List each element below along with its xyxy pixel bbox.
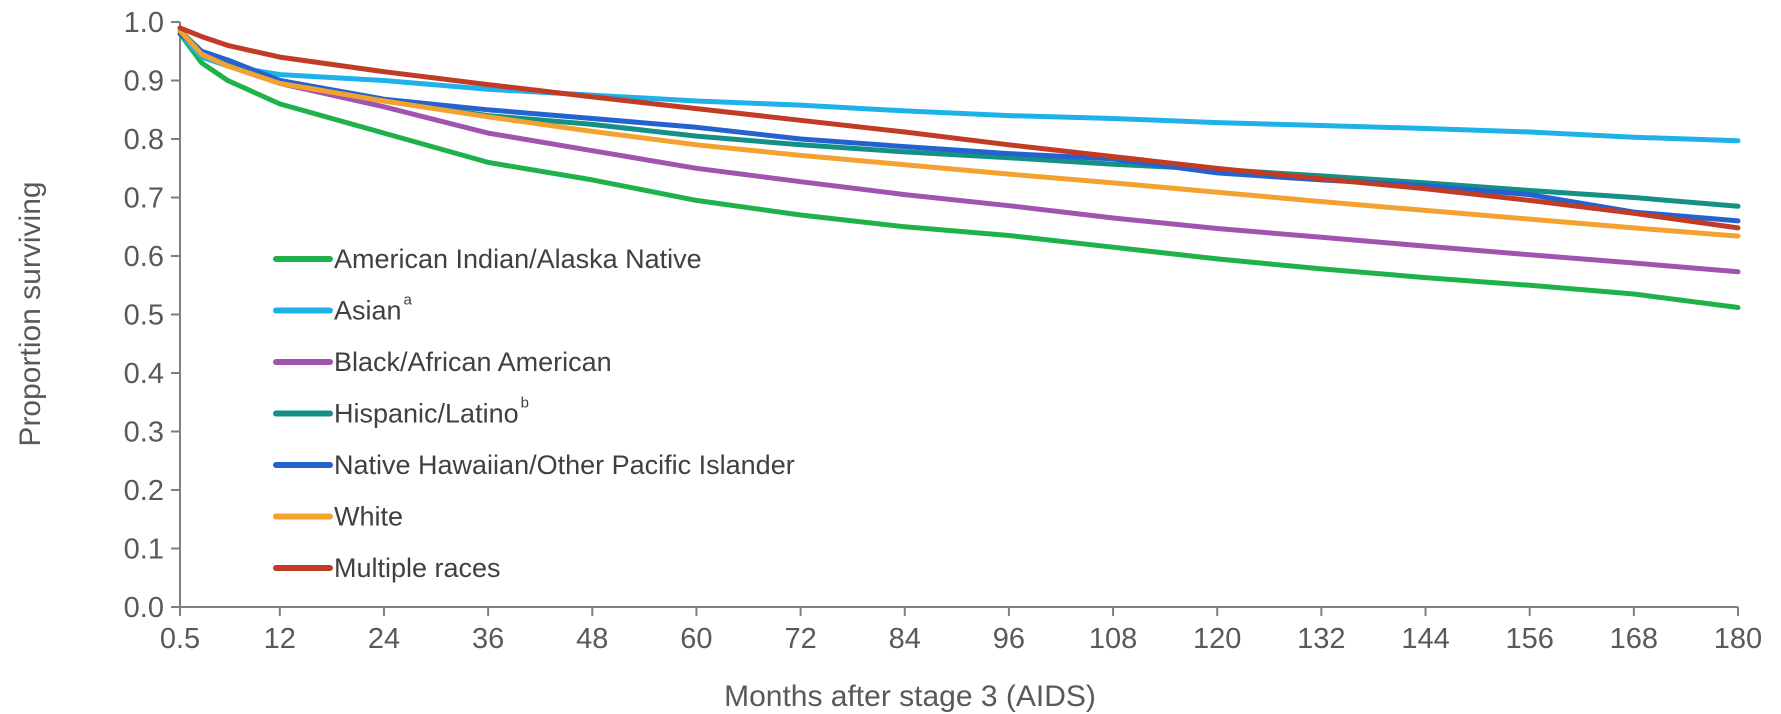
legend-label: Multiple races: [334, 553, 501, 583]
y-tick-label: 0.0: [124, 592, 164, 624]
series-lines: [177, 25, 1741, 310]
y-tick-label: 0.3: [124, 417, 164, 449]
legend-label: Native Hawaiian/Other Pacific Islander: [334, 450, 795, 480]
legend: American Indian/Alaska Native Asian a Black…: [273, 244, 795, 583]
x-tick-label: 120: [1193, 623, 1241, 655]
x-tick-label: 12: [264, 623, 296, 655]
legend-label: Asian a: [334, 292, 413, 326]
x-tick-label: 168: [1610, 623, 1658, 655]
x-tick-label: 0.5: [160, 623, 200, 655]
axis-ticks: 0.0 0.1 0.2 0.3 0.4 0.5 0.6 0.7 0.8 0.9 1.0 0.5 12 24…: [124, 7, 1763, 655]
y-axis-title: Proportion surviving: [14, 181, 47, 446]
series-line-native-hawaiian-other-pacific-islander: [177, 31, 1741, 224]
y-tick-label: 0.1: [124, 534, 164, 566]
series-line-asian: [177, 31, 1741, 144]
series-line-hispanic-latino: [177, 28, 1741, 209]
y-tick-label: 0.5: [124, 300, 164, 332]
legend-label: American Indian/Alaska Native: [334, 244, 702, 274]
x-tick-label: 144: [1401, 623, 1449, 655]
y-tick-label: 0.4: [124, 358, 164, 390]
y-tick-label: 1.0: [124, 7, 164, 39]
legend-footnote-marker: b: [521, 395, 529, 412]
x-tick-label: 72: [784, 623, 816, 655]
legend-footnote-marker: a: [404, 292, 413, 309]
y-tick-label: 0.6: [124, 241, 164, 273]
x-axis-title: Months after stage 3 (AIDS): [724, 680, 1096, 713]
y-tick-label: 0.7: [124, 183, 164, 215]
series-line-multiple-races: [177, 25, 1741, 231]
legend-label: White: [334, 502, 403, 532]
axes: [179, 22, 1738, 608]
legend-label: Hispanic/Latino b: [334, 395, 529, 429]
x-tick-label: 132: [1297, 623, 1345, 655]
x-tick-label: 36: [472, 623, 504, 655]
x-tick-label: 156: [1505, 623, 1553, 655]
x-tick-label: 60: [680, 623, 712, 655]
x-tick-label: 180: [1714, 623, 1762, 655]
series-line-american-indian-alaska-native: [177, 31, 1741, 310]
y-tick-label: 0.8: [124, 124, 164, 156]
x-tick-label: 96: [993, 623, 1025, 655]
x-tick-label: 84: [889, 623, 921, 655]
y-tick-label: 0.9: [124, 66, 164, 98]
x-tick-label: 24: [368, 623, 400, 655]
legend-label: Black/African American: [334, 347, 612, 377]
series-line-white: [177, 28, 1741, 239]
x-tick-label: 108: [1089, 623, 1137, 655]
x-tick-label: 48: [576, 623, 608, 655]
y-tick-label: 0.2: [124, 475, 164, 507]
